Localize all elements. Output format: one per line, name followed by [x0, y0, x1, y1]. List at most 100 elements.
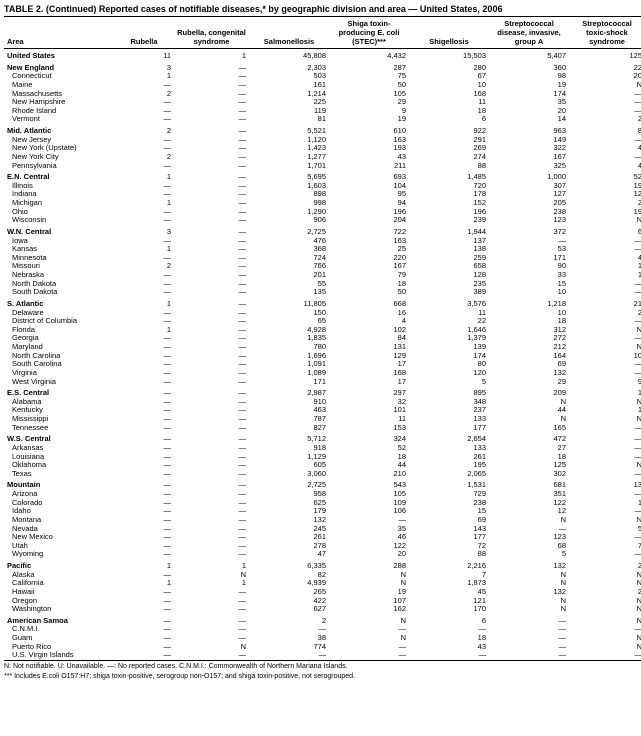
data-cell: 11	[409, 98, 489, 107]
data-cell: 105	[329, 90, 409, 99]
table-row: E.N. Central1—5,6956931,4851,00052	[4, 170, 641, 182]
data-cell: 610	[329, 124, 409, 136]
data-cell: —	[489, 651, 569, 660]
data-cell: N	[569, 614, 641, 626]
data-cell: 95	[329, 190, 409, 199]
data-cell: —	[174, 398, 249, 407]
col-strep-tss: Streptococcal toxic-shock syndrome	[569, 17, 641, 49]
data-cell: 88	[409, 550, 489, 559]
data-cell: 922	[409, 124, 489, 136]
data-cell: 52	[329, 444, 409, 453]
data-cell: —	[174, 61, 249, 73]
data-cell: 167	[329, 262, 409, 271]
data-cell: —	[409, 651, 489, 660]
data-cell: 168	[409, 90, 489, 99]
data-cell: N	[569, 461, 641, 470]
table-row: Mid. Atlantic2—5,5216109229638	[4, 124, 641, 136]
data-cell: 6	[409, 614, 489, 626]
area-cell: W.N. Central	[4, 225, 114, 237]
data-cell: —	[174, 107, 249, 116]
data-cell: —	[569, 444, 641, 453]
data-cell: —	[569, 550, 641, 559]
data-cell: 104	[329, 182, 409, 191]
area-cell: Tennessee	[4, 424, 114, 433]
data-cell: 90	[489, 262, 569, 271]
data-cell: 15	[489, 280, 569, 289]
table-row: Wyoming——4720885—	[4, 550, 641, 559]
data-cell: 5	[569, 525, 641, 534]
data-cell: —	[174, 378, 249, 387]
data-cell: 1	[174, 49, 249, 61]
data-cell: N	[569, 216, 641, 225]
data-cell: 2	[114, 124, 174, 136]
data-cell: —	[174, 225, 249, 237]
table-body: United States11145,8084,43215,5035,40712…	[4, 49, 641, 661]
table-row: Vermont——81196142	[4, 115, 641, 124]
data-cell: 288	[329, 559, 409, 571]
data-cell: 201	[249, 271, 329, 280]
data-cell: —	[174, 507, 249, 516]
data-cell: —	[114, 254, 174, 263]
data-cell: —	[329, 643, 409, 652]
data-cell: 1	[569, 262, 641, 271]
data-cell: —	[114, 386, 174, 398]
data-cell: 5,521	[249, 124, 329, 136]
data-cell: —	[174, 386, 249, 398]
data-cell: N	[329, 614, 409, 626]
data-cell: 274	[409, 153, 489, 162]
footnote-1: N: Not notifiable. U: Unavailable. —: No…	[4, 663, 641, 671]
data-cell: 20	[569, 72, 641, 81]
data-cell: 47	[249, 550, 329, 559]
data-cell: 1,701	[249, 162, 329, 171]
data-cell: 19	[329, 115, 409, 124]
data-cell: 33	[489, 271, 569, 280]
data-cell: N	[569, 343, 641, 352]
data-cell: —	[174, 369, 249, 378]
data-cell: 2,725	[249, 225, 329, 237]
data-cell: 472	[489, 432, 569, 444]
data-cell: —	[174, 326, 249, 335]
data-cell: 52	[569, 170, 641, 182]
data-cell: —	[174, 72, 249, 81]
data-cell: 6,335	[249, 559, 329, 571]
data-cell: 123	[489, 216, 569, 225]
data-cell: 2	[569, 559, 641, 571]
data-cell: 4	[569, 162, 641, 171]
data-cell: 2,216	[409, 559, 489, 571]
data-cell: 6	[569, 225, 641, 237]
data-cell: —	[569, 533, 641, 542]
data-cell: 35	[489, 98, 569, 107]
data-cell: 13	[569, 478, 641, 490]
data-cell: —	[569, 424, 641, 433]
data-cell: —	[114, 288, 174, 297]
area-cell: Wisconsin	[4, 216, 114, 225]
data-cell: —	[174, 525, 249, 534]
col-shigellosis: Shigellosis	[409, 17, 489, 49]
data-cell: 774	[249, 643, 329, 652]
data-cell: 1,944	[409, 225, 489, 237]
data-cell: 15,503	[409, 49, 489, 61]
data-cell: 18	[409, 634, 489, 643]
data-cell: 668	[329, 297, 409, 309]
data-cell: 4,432	[329, 49, 409, 61]
data-cell: 150	[249, 309, 329, 318]
area-cell: Pacific	[4, 559, 114, 571]
data-cell: —	[174, 542, 249, 551]
data-cell: N	[489, 605, 569, 614]
data-cell: 122	[329, 542, 409, 551]
data-cell: 174	[409, 352, 489, 361]
data-cell: 122	[489, 499, 569, 508]
data-cell: 693	[329, 170, 409, 182]
data-cell: —	[114, 550, 174, 559]
data-cell: —	[174, 199, 249, 208]
data-cell: —	[174, 245, 249, 254]
data-cell: —	[174, 162, 249, 171]
data-cell: 171	[249, 378, 329, 387]
data-cell: 2	[569, 115, 641, 124]
data-cell: —	[174, 170, 249, 182]
table-row: Washington——627162170NN	[4, 605, 641, 614]
data-cell: —	[114, 115, 174, 124]
data-cell: 20	[329, 550, 409, 559]
data-cell: N	[489, 398, 569, 407]
data-cell: N	[569, 597, 641, 606]
